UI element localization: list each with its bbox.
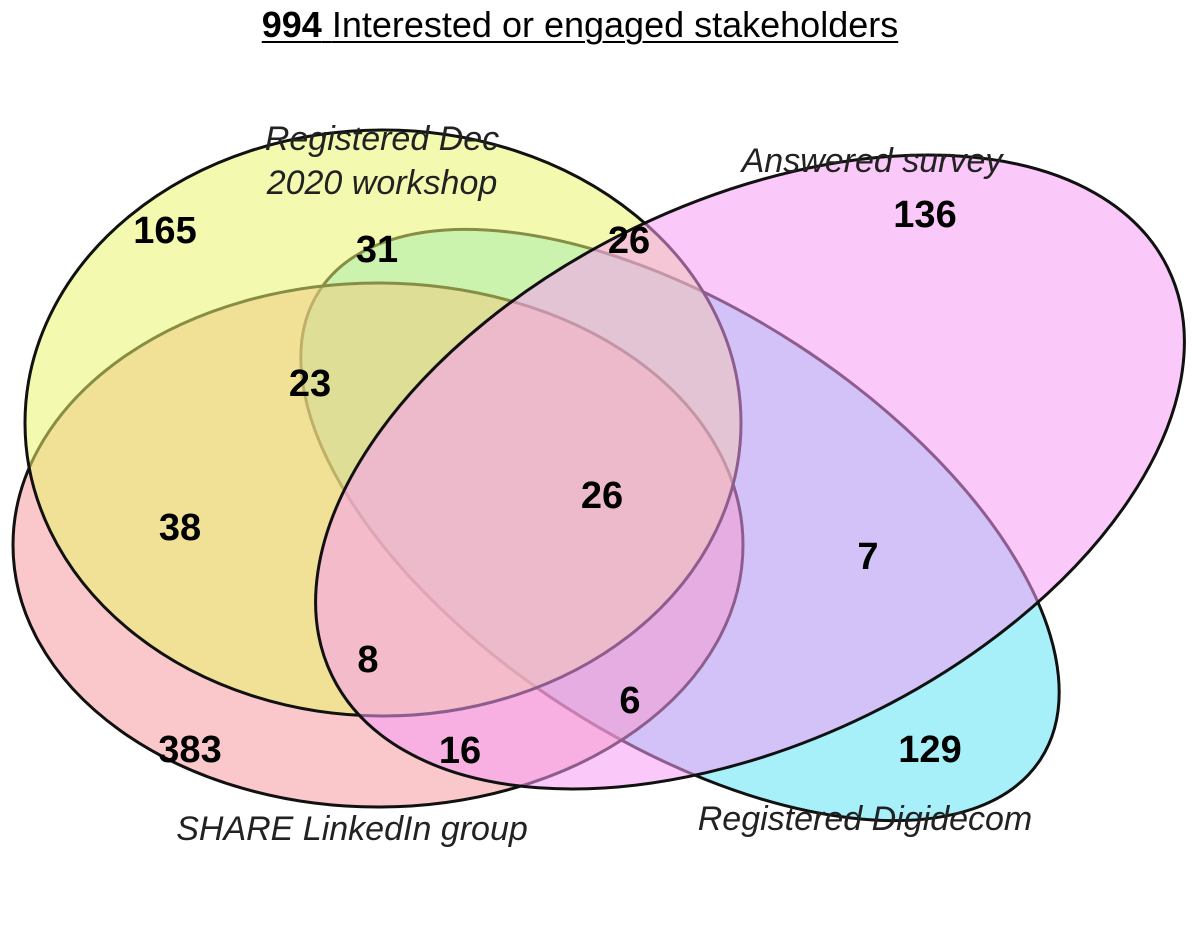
count-workshop-digidecom-linkedin: 23	[289, 363, 331, 405]
count-workshop-survey-linkedin: 8	[357, 639, 378, 681]
count-survey-digidecom-linkedin: 6	[619, 680, 640, 722]
count-survey-digidecom: 7	[857, 536, 878, 578]
count-survey-only: 136	[893, 194, 956, 236]
count-workshop-only: 165	[133, 210, 196, 252]
count-workshop-digidecom: 31	[356, 229, 398, 271]
workshop-label-line2: 2020 workshop	[266, 164, 498, 202]
count-workshop-survey: 26	[608, 220, 650, 262]
workshop-label-line1: Registered Dec	[265, 120, 499, 158]
set-labels: Registered Dec 2020 workshop Answered su…	[176, 120, 1032, 848]
count-workshop-linkedin: 38	[159, 507, 201, 549]
title-text: Interested or engaged stakeholders	[331, 4, 899, 45]
set-shapes	[11, 128, 1186, 823]
count-digidecom-only: 129	[898, 729, 961, 771]
survey-ellipse	[314, 153, 1186, 791]
count-survey-linkedin: 16	[439, 730, 481, 772]
digidecom-label: Registered Digidecom	[698, 800, 1033, 838]
count-all-four: 26	[581, 475, 623, 517]
survey-label: Answered survey	[740, 142, 1005, 180]
region-counts: 165 136 31 26 23 26 38 7 8 6 383 16 129	[133, 194, 961, 772]
diagram-title: 994 Interested or engaged stakeholders	[0, 4, 1160, 46]
total-count: 994	[261, 4, 322, 45]
count-linkedin-only: 383	[158, 729, 221, 771]
linkedin-label: SHARE LinkedIn group	[176, 810, 528, 848]
